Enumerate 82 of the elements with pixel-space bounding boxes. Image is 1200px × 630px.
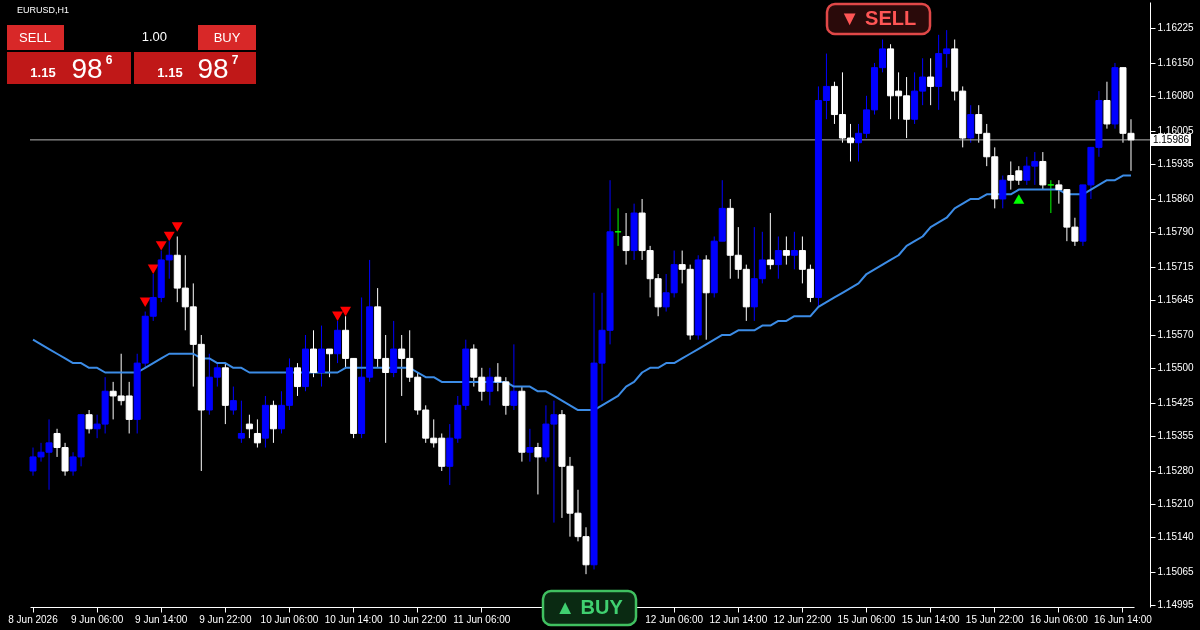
annotation: 6 <box>105 53 113 67</box>
point <box>171 222 183 232</box>
annotation: 7 <box>231 53 239 67</box>
x-tick-label: 10 Jun 06:00 <box>260 613 319 625</box>
candlestick <box>766 212 774 270</box>
y-tick-label: 1.15645 <box>1157 294 1195 306</box>
y-tick-label: 1.15140 <box>1157 531 1195 543</box>
x-tick-label: 15 Jun 14:00 <box>901 613 960 625</box>
x-tick-label: 12 Jun 22:00 <box>773 613 832 625</box>
y-tick-label: 1.15280 <box>1157 465 1195 477</box>
candlestick <box>390 320 398 378</box>
x-tick-label: 9 Jun 14:00 <box>135 613 188 625</box>
point <box>147 264 159 275</box>
point <box>163 231 175 242</box>
x-tick-label: 12 Jun 06:00 <box>645 613 704 625</box>
y-tick-label: 1.15860 <box>1157 193 1195 205</box>
y-tick-label: 1.15500 <box>1157 362 1195 374</box>
chart-title: EURUSD,H1 <box>17 5 70 15</box>
candlestick <box>269 400 277 444</box>
candlestick <box>534 442 542 495</box>
candlestick <box>318 325 326 388</box>
candlestick <box>253 418 261 449</box>
x-tick-label: 9 Jun 22:00 <box>199 613 252 625</box>
y-tick-label: 1.15355 <box>1157 430 1195 442</box>
y-tick-label: 1.15715 <box>1157 261 1195 273</box>
candlestick <box>229 386 237 416</box>
candlestick <box>1039 151 1047 191</box>
annotation: 1.15 <box>157 65 183 80</box>
x-tick-label: 15 Jun 22:00 <box>965 613 1025 625</box>
point <box>340 306 352 317</box>
x-tick-label: 11 Jun 06:00 <box>453 613 511 625</box>
annotation: BUY <box>213 30 241 45</box>
candlestick <box>999 175 1007 209</box>
candlestick <box>486 367 494 406</box>
candlestick <box>782 236 790 266</box>
x-tick-label: 10 Jun 14:00 <box>324 613 383 625</box>
point <box>332 311 344 321</box>
x-tick-label: 16 Jun 14:00 <box>1094 613 1153 625</box>
y-tick-label: 1.15065 <box>1157 566 1195 578</box>
x-tick-label: 9 Jun 06:00 <box>70 613 124 625</box>
y-tick-label: 1.16225 <box>1157 22 1195 34</box>
candlestick <box>237 400 245 444</box>
candlestick <box>1047 179 1055 214</box>
candlestick <box>334 320 342 364</box>
x-tick-label: 15 Jun 06:00 <box>837 613 896 625</box>
x-tick-label: 10 Jun 22:00 <box>388 613 448 625</box>
candlestick <box>1103 81 1111 130</box>
candlestick <box>790 231 798 270</box>
annotation: SELL <box>19 30 51 45</box>
candlestick <box>245 414 253 439</box>
candlestick <box>510 343 518 411</box>
candlestick <box>310 329 318 378</box>
x-tick-label: 12 Jun 14:00 <box>709 613 768 625</box>
point <box>155 241 167 251</box>
ref-line-label: 1.15986 <box>1152 133 1190 145</box>
y-tick-label: 1.15935 <box>1157 158 1195 170</box>
candlestick <box>326 348 334 378</box>
candlestick <box>85 409 93 434</box>
y-tick-label: 1.16080 <box>1157 90 1195 102</box>
candlestick <box>967 104 975 144</box>
point <box>1013 194 1025 204</box>
annotation: 1.15 <box>30 65 56 80</box>
y-tick-label: 1.15790 <box>1157 226 1195 238</box>
y-tick-label: 1.15570 <box>1157 329 1195 341</box>
annotation: ▼ SELL <box>839 7 917 29</box>
candlestick <box>293 362 301 397</box>
y-tick-label: 1.15425 <box>1157 397 1195 409</box>
x-tick-label: 8 Jun 2026 <box>8 613 59 625</box>
x-tick-label: 16 Jun 06:00 <box>1029 613 1089 625</box>
candlestick <box>622 212 630 266</box>
y-tick-label: 1.16150 <box>1157 57 1195 69</box>
point <box>139 297 151 307</box>
line-series <box>32 174 1132 412</box>
annotation: 98 <box>71 53 103 84</box>
candlestick <box>526 428 534 463</box>
annotation: ▲ BUY <box>555 596 624 618</box>
candlestick <box>927 57 935 106</box>
annotation: 1.00 <box>141 29 167 44</box>
y-tick-label: 1.15210 <box>1157 498 1195 510</box>
annotation: 98 <box>197 53 229 84</box>
y-tick-label: 1.14995 <box>1157 599 1195 611</box>
candlestick <box>774 236 782 280</box>
